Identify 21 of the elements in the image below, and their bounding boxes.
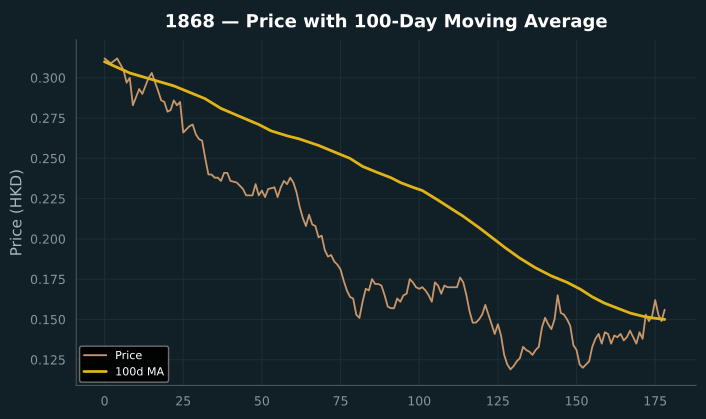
y-tick-label: 0.175 — [30, 274, 65, 284]
y-tick-label: 0.300 — [30, 73, 65, 83]
x-tick-label: 100 — [408, 396, 430, 406]
x-tick-label: 175 — [644, 396, 666, 406]
legend-label: 100d MA — [116, 366, 164, 376]
y-tick-label: 0.225 — [30, 194, 65, 204]
y-tick-label: 0.200 — [30, 234, 65, 244]
y-tick-label: 0.275 — [30, 114, 65, 124]
x-tick-label: 75 — [334, 396, 348, 406]
line-series — [103, 60, 666, 321]
y-axis-title: Price (HKD) — [10, 170, 24, 255]
y-tick-label: 0.250 — [30, 154, 65, 164]
y-tick-label: 0.125 — [30, 355, 65, 365]
x-tick-label: 125 — [487, 396, 509, 406]
chart-title: 1868 — Price with 100-Day Moving Average — [166, 14, 607, 32]
legend-label: Price — [116, 350, 142, 360]
x-tick-label: 25 — [176, 396, 190, 406]
x-tick-label: 50 — [254, 396, 270, 406]
x-tick-label: 150 — [566, 396, 588, 406]
y-tick-label: 0.150 — [30, 314, 65, 324]
x-tick-label: 0 — [101, 396, 108, 406]
